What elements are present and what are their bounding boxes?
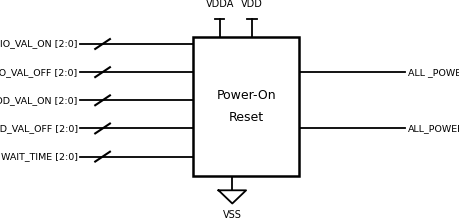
- Text: VDDA: VDDA: [205, 0, 234, 9]
- Text: VDDIO_VAL_ON [2:0]: VDDIO_VAL_ON [2:0]: [0, 40, 78, 48]
- Bar: [193, 37, 298, 176]
- Text: ALL_POWER_GOOD_IO: ALL_POWER_GOOD_IO: [407, 124, 459, 133]
- Text: ALL _POWER_GOOD_CORE: ALL _POWER_GOOD_CORE: [407, 68, 459, 77]
- Text: Reset: Reset: [228, 111, 263, 124]
- Text: VDD_VAL_OFF [2:0]: VDD_VAL_OFF [2:0]: [0, 124, 78, 133]
- Text: VDD_VAL_ON [2:0]: VDD_VAL_ON [2:0]: [0, 96, 78, 105]
- Text: VDDIO_VAL_OFF [2:0]: VDDIO_VAL_OFF [2:0]: [0, 68, 78, 77]
- Text: VDD: VDD: [241, 0, 263, 9]
- Text: WAIT_TIME [2:0]: WAIT_TIME [2:0]: [1, 152, 78, 161]
- Text: Power-On: Power-On: [216, 89, 275, 102]
- Text: VSS: VSS: [222, 209, 241, 220]
